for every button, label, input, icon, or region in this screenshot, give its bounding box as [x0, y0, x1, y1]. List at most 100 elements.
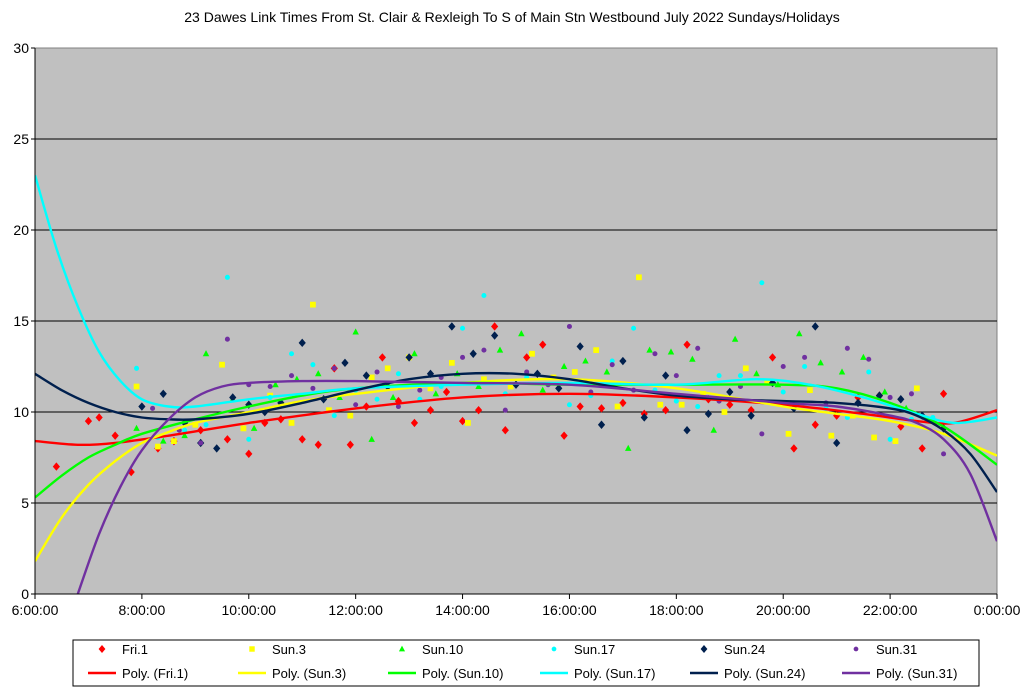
- point-sun-10: [817, 359, 824, 366]
- point-fri-1: [939, 389, 948, 398]
- point-sun-3: [155, 443, 161, 450]
- point-sun-17: [310, 362, 316, 368]
- point-sun-3: [571, 369, 578, 375]
- point-sun-24: [619, 356, 627, 366]
- point-fri-1: [442, 387, 451, 397]
- point-sun-31: [374, 369, 380, 375]
- point-sun-24: [811, 322, 819, 331]
- point-sun-10: [539, 386, 546, 393]
- point-sun-17: [716, 373, 722, 379]
- point-fri-1: [52, 462, 60, 471]
- point-sun-24: [448, 322, 456, 331]
- point-sun-10: [336, 393, 343, 400]
- point-sun-10: [689, 355, 696, 362]
- point-sun-24: [405, 353, 413, 362]
- point-sun-3: [310, 301, 316, 308]
- point-sun-31: [673, 373, 679, 379]
- point-sun-3: [133, 383, 140, 390]
- point-sun-10: [667, 348, 675, 355]
- point-sun-24: [576, 342, 584, 351]
- point-fri-1: [491, 322, 499, 331]
- point-sun-17: [802, 363, 808, 370]
- point-fri-1: [539, 340, 547, 349]
- y-tick-label-10: 10: [13, 404, 29, 420]
- legend-label-sun-3: Sun.3: [272, 642, 306, 657]
- x-tick-label-2: 10:00:00: [222, 602, 277, 618]
- point-sun-10: [796, 330, 803, 337]
- x-tick-label-6: 18:00:00: [649, 602, 704, 618]
- point-sun-3: [347, 412, 354, 419]
- trendline-poly-sun-31: [76, 379, 997, 594]
- point-sun-3: [240, 425, 247, 432]
- point-sun-31: [502, 407, 508, 413]
- series-sun-31: [150, 323, 947, 457]
- point-sun-17: [246, 436, 252, 442]
- point-sun-17: [134, 365, 140, 371]
- point-sun-17: [866, 369, 872, 375]
- y-tick-label-5: 5: [21, 495, 29, 511]
- point-sun-31: [887, 394, 893, 400]
- point-sun-31: [417, 387, 423, 393]
- point-sun-24: [662, 371, 670, 380]
- point-fri-1: [897, 422, 905, 431]
- legend-label-poly-sun-3: Poly. (Sun.3): [272, 666, 346, 681]
- point-sun-3: [785, 430, 792, 437]
- point-sun-17: [331, 413, 337, 419]
- y-tick-label-25: 25: [13, 131, 29, 147]
- point-sun-17: [887, 436, 893, 442]
- point-sun-10: [315, 370, 322, 377]
- point-sun-3: [764, 380, 771, 386]
- point-sun-3: [593, 347, 600, 353]
- point-fri-1: [501, 426, 509, 435]
- point-sun-24: [469, 349, 477, 358]
- point-sun-10: [881, 388, 889, 395]
- point-sun-24: [213, 444, 221, 453]
- point-sun-24: [704, 409, 712, 419]
- point-sun-24: [298, 338, 306, 348]
- point-fri-1: [523, 353, 531, 362]
- point-sun-3: [384, 365, 391, 372]
- point-fri-1: [726, 400, 734, 409]
- point-layer: [52, 274, 948, 477]
- point-sun-10: [860, 353, 867, 360]
- point-sun-10: [731, 335, 739, 342]
- point-sun-17: [481, 293, 487, 299]
- point-sun-10: [272, 381, 279, 388]
- point-sun-10: [560, 362, 568, 370]
- legend-marker-fri-1: [98, 645, 106, 653]
- point-sun-31: [150, 405, 156, 411]
- point-sun-10: [838, 368, 846, 375]
- point-fri-1: [597, 404, 606, 413]
- point-sun-17: [182, 427, 188, 433]
- point-sun-3: [481, 376, 487, 383]
- point-sun-10: [710, 426, 717, 433]
- trendline-poly-sun-17: [35, 175, 997, 425]
- point-sun-3: [448, 359, 455, 366]
- point-sun-3: [192, 421, 199, 428]
- point-sun-17: [395, 371, 401, 377]
- point-sun-3: [427, 385, 434, 392]
- point-sun-3: [326, 407, 332, 414]
- point-sun-3: [529, 350, 535, 357]
- legend-label-fri-1: Fri.1: [122, 642, 148, 657]
- point-sun-10: [518, 330, 525, 337]
- point-sun-10: [753, 370, 760, 377]
- point-fri-1: [576, 402, 584, 411]
- point-sun-31: [310, 385, 316, 391]
- point-sun-10: [352, 328, 359, 335]
- point-sun-3: [219, 361, 225, 368]
- point-sun-24: [491, 331, 499, 340]
- point-fri-1: [314, 440, 322, 449]
- trendline-poly-sun-24: [35, 371, 997, 493]
- point-fri-1: [245, 449, 253, 459]
- point-sun-31: [353, 402, 359, 408]
- point-sun-24: [362, 371, 370, 380]
- point-sun-24: [597, 420, 606, 429]
- point-sun-3: [871, 434, 877, 441]
- x-tick-label-9: 0:00:00: [974, 602, 1021, 618]
- legend-marker-sun-10: [398, 645, 406, 652]
- point-sun-24: [726, 387, 734, 397]
- point-sun-24: [320, 395, 328, 404]
- legend-label-sun-17: Sun.17: [574, 642, 615, 657]
